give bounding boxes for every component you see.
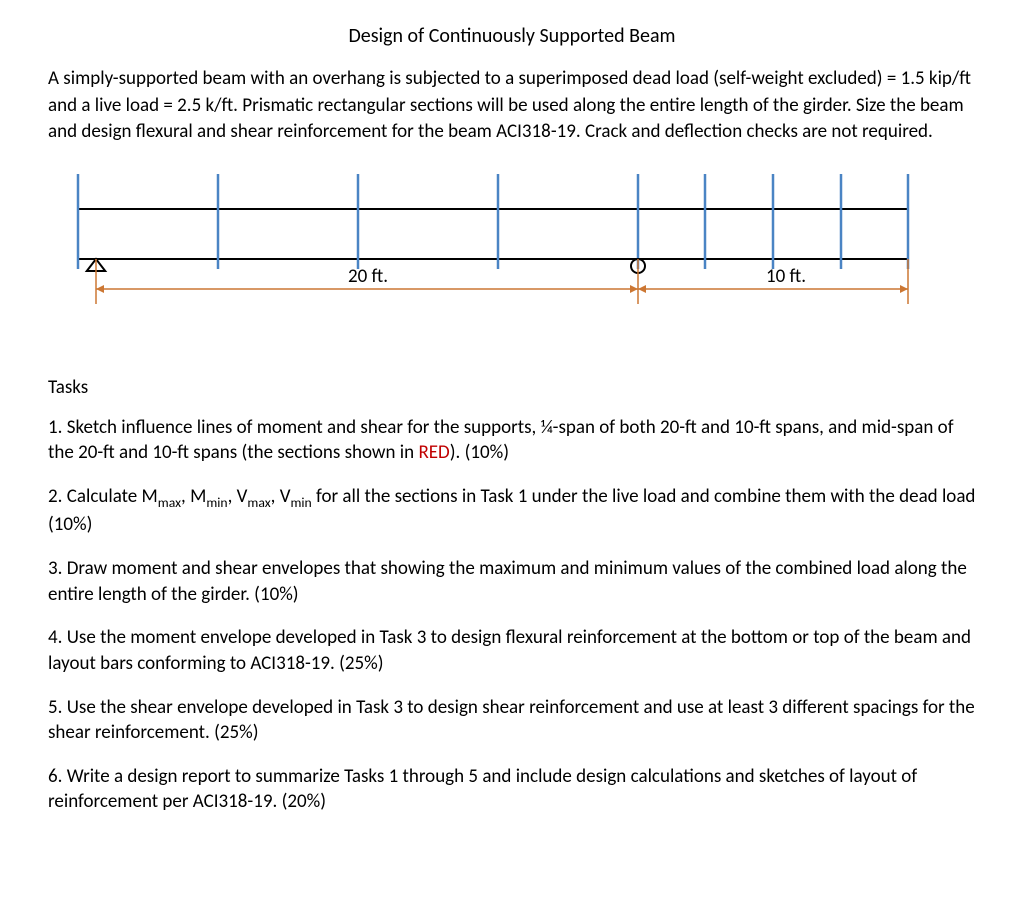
beam-svg: 20 ft. 10 ft. (48, 164, 948, 354)
task-5: 5. Use the shear envelope developed in T… (48, 695, 976, 746)
page: Design of Continuously Supported Beam A … (0, 0, 1024, 865)
sub-max-1: max (158, 494, 181, 511)
task-2: 2. Calculate Mmax, Mmin, Vmax, Vmin for … (48, 484, 976, 538)
intro-paragraph: A simply-supported beam with an overhang… (48, 66, 976, 146)
sub-min-2: min (291, 494, 312, 511)
task-6: 6. Write a design report to summarize Ta… (48, 764, 976, 815)
task-4: 4. Use the moment envelope developed in … (48, 625, 976, 676)
svg-text:10 ft.: 10 ft. (766, 265, 806, 288)
task-2-a: 2. Calculate M (48, 485, 158, 508)
task-2-b: , M (181, 485, 206, 508)
task-2-c: , V (228, 485, 248, 508)
sub-max-2: max (247, 494, 270, 511)
red-word: RED (418, 441, 449, 464)
task-3: 3. Draw moment and shear envelopes that … (48, 556, 976, 607)
task-1-text-b: ). (10%) (450, 441, 509, 464)
beam-diagram: 20 ft. 10 ft. (48, 164, 948, 354)
tasks-heading: Tasks (48, 376, 976, 399)
task-1: 1. Sketch influence lines of moment and … (48, 415, 976, 466)
svg-text:20 ft.: 20 ft. (348, 265, 388, 288)
document-title: Design of Continuously Supported Beam (48, 24, 976, 48)
sub-min-1: min (206, 494, 227, 511)
task-2-d: , V (271, 485, 291, 508)
